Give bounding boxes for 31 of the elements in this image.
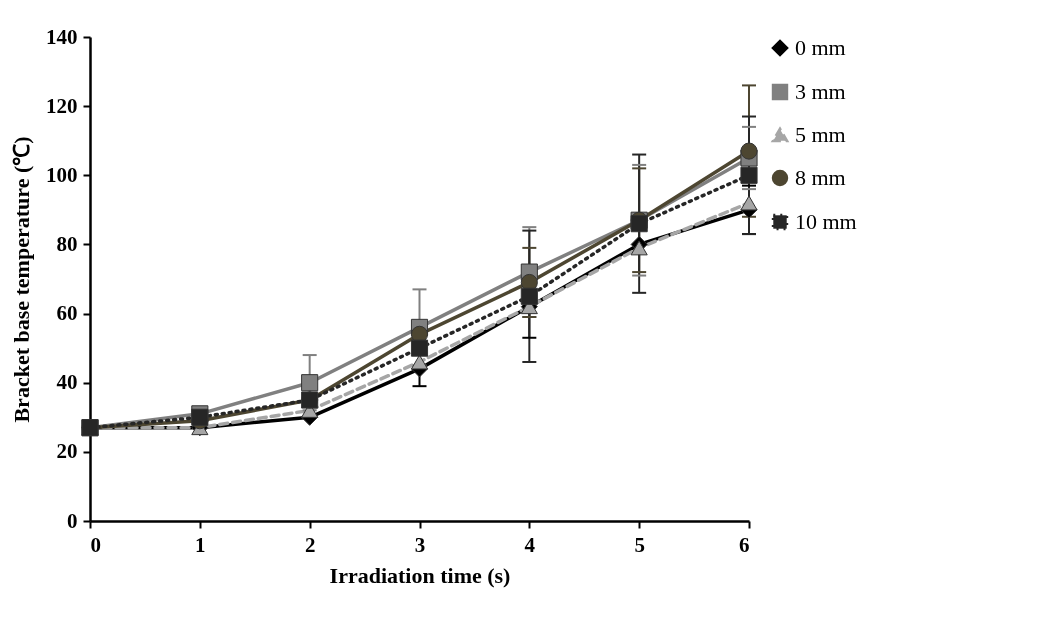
y-tick-label: 80 (56, 231, 78, 256)
x-tick-label: 3 (414, 532, 426, 557)
point (410, 354, 429, 370)
legend-label: 5 mm (795, 122, 846, 147)
x-tick-label: 0 (90, 532, 101, 557)
x-tick-label: 6 (739, 532, 750, 557)
legend-label: 0 mm (795, 35, 846, 60)
x-axis-title: Irradiation time (s) (329, 562, 511, 588)
y-tick-label: 100 (46, 162, 78, 187)
point (740, 195, 758, 211)
legend-label: 3 mm (795, 79, 846, 104)
y-tick-label: 120 (46, 93, 78, 118)
legend-label: 10 mm (795, 209, 857, 234)
point (630, 240, 648, 256)
point (520, 287, 538, 305)
x-tick-label: 5 (634, 532, 645, 557)
point (410, 339, 429, 357)
point (301, 374, 319, 392)
y-tick-label: 140 (46, 24, 78, 49)
x-tick-label: 1 (195, 532, 206, 557)
y-axis-title: Bracket base temperature (℃) (9, 136, 34, 423)
x-tick-label: 2 (304, 532, 316, 557)
y-tick-label: 20 (56, 439, 78, 464)
y-tick-label: 60 (56, 301, 78, 326)
legend-label: 8 mm (795, 165, 846, 190)
y-tick-label: 40 (56, 370, 78, 395)
y-tick-label: 0 (67, 508, 78, 533)
point (740, 166, 758, 184)
point (630, 215, 648, 233)
point (740, 142, 758, 160)
x-tick-label: 4 (524, 532, 536, 557)
